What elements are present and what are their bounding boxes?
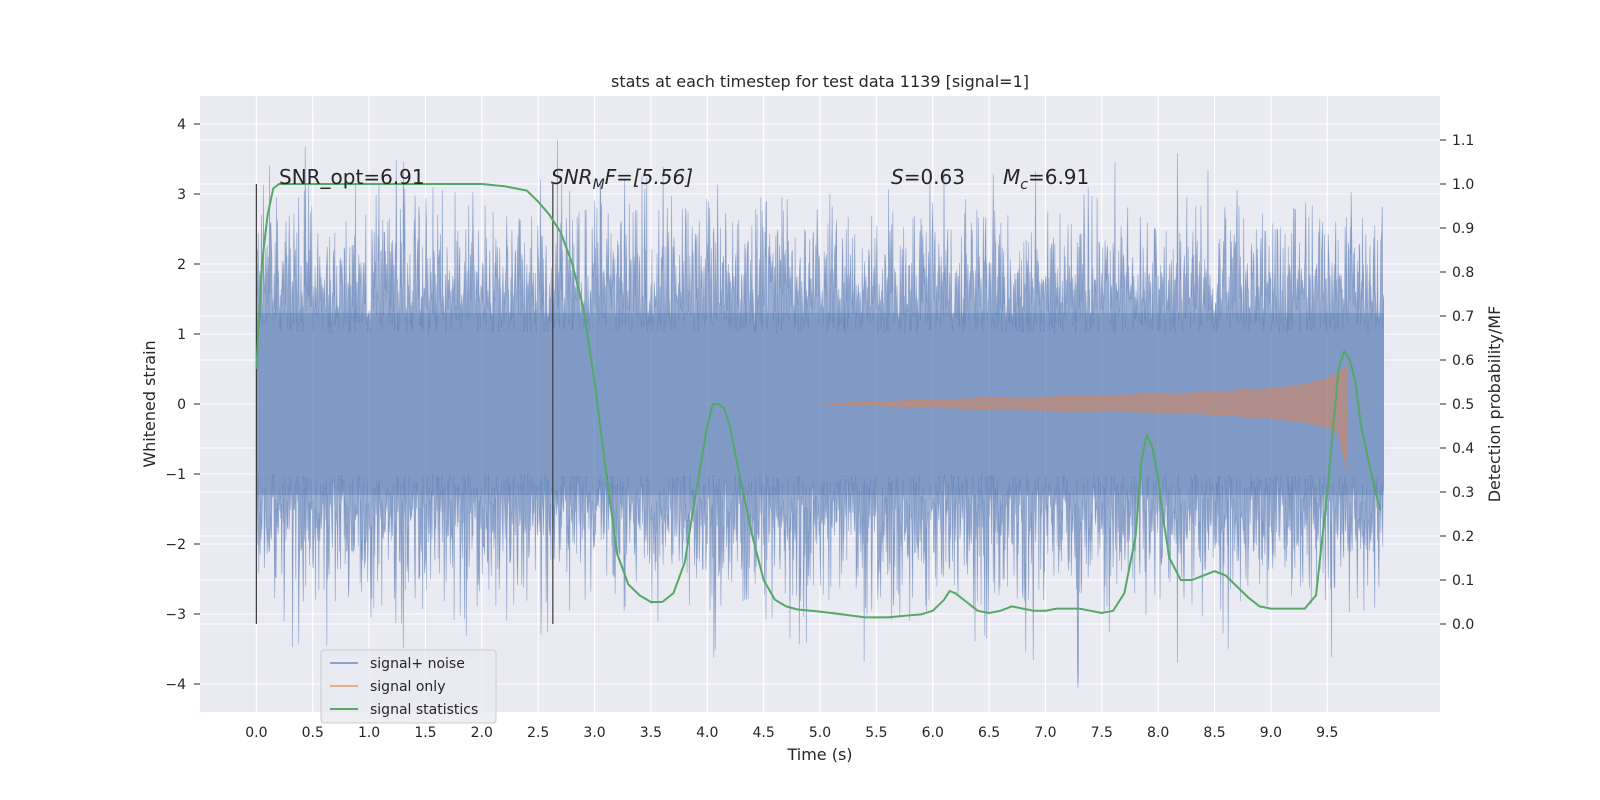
y-right-tick-label: 0.2 — [1452, 529, 1474, 545]
y-right-tick-label: 0.0 — [1452, 617, 1474, 633]
x-tick-label: 1.0 — [358, 725, 380, 741]
y-axis-ticks: −4 −3 −2 −1 0 1 2 3 4 — [165, 117, 200, 693]
annotation-snr-mf-sub: M — [593, 177, 605, 193]
y-tick-label: 4 — [177, 117, 186, 133]
x-tick-label: 5.0 — [809, 725, 831, 741]
legend-label-signal-only: signal only — [370, 679, 445, 695]
y-axis-right-ticks: 0.0 0.1 0.2 0.3 0.4 0.5 0.6 0.7 0.8 0.9 1.0 1.1 — [1440, 133, 1474, 633]
x-tick-label: 0.5 — [302, 725, 324, 741]
legend-box — [320, 649, 497, 724]
x-tick-label: 2.5 — [527, 725, 549, 741]
x-tick-label: 2.0 — [471, 725, 493, 741]
y-right-tick-label: 0.9 — [1452, 221, 1474, 237]
x-tick-label: 3.0 — [583, 725, 605, 741]
y-right-tick-label: 0.4 — [1452, 441, 1474, 457]
annotation-snr-opt: SNR_opt=6.91 — [279, 165, 425, 189]
y-tick-label: 0 — [177, 397, 186, 413]
annotation-mc-var: M — [1003, 165, 1020, 189]
x-tick-label: 8.5 — [1203, 725, 1225, 741]
signal-only-series — [819, 364, 1348, 471]
annotation-snr-mf-rest: F=[5.56] — [605, 165, 693, 189]
y-right-tick-label: 1.0 — [1452, 177, 1474, 193]
legend: signal+ noise signal only signal statist… — [320, 649, 497, 724]
annotation-s-rest: =0.63 — [904, 165, 965, 189]
y-right-tick-label: 0.1 — [1452, 573, 1474, 589]
y-tick-label: 1 — [177, 327, 186, 343]
y-tick-label: −1 — [165, 467, 186, 483]
y-tick-label: −4 — [165, 677, 186, 693]
signal-only-envelope — [819, 364, 1348, 471]
x-tick-label: 4.5 — [753, 725, 775, 741]
x-tick-label: 7.0 — [1034, 725, 1056, 741]
x-tick-label: 7.5 — [1091, 725, 1113, 741]
x-tick-label: 3.5 — [640, 725, 662, 741]
annotation-s: S=0.63 — [891, 165, 965, 189]
x-tick-label: 6.5 — [978, 725, 1000, 741]
annotation-s-var: S — [891, 165, 904, 189]
y-axis-right-label: Detection probability/MF — [1485, 306, 1504, 503]
x-axis-ticks: 0.0 0.5 1.0 1.5 2.0 2.5 3.0 3.5 4.0 4.5 5.0 5.5 6.0 6… — [245, 725, 1338, 741]
signal-noise-band — [255, 139, 1385, 688]
y-right-tick-label: 1.1 — [1452, 133, 1474, 149]
chart-title: stats at each timestep for test data 113… — [611, 72, 1029, 91]
annotation-mc: Mc=6.91 — [1003, 165, 1089, 193]
y-right-tick-label: 0.8 — [1452, 265, 1474, 281]
x-tick-label: 1.5 — [414, 725, 436, 741]
x-tick-label: 9.5 — [1316, 725, 1338, 741]
signal-statistics-line — [255, 183, 1382, 619]
x-tick-label: 5.5 — [865, 725, 887, 741]
x-axis-label: Time (s) — [786, 745, 852, 764]
x-tick-label: 6.0 — [922, 725, 944, 741]
y-tick-label: 2 — [177, 257, 186, 273]
y-right-tick-label: 0.7 — [1452, 309, 1474, 325]
marker-lines — [255, 184, 554, 624]
y-right-tick-label: 0.5 — [1452, 397, 1474, 413]
y-tick-label: −2 — [165, 537, 186, 553]
y-tick-label: 3 — [177, 187, 186, 203]
y-axis-label: Whitened strain — [140, 340, 159, 467]
x-tick-label: 8.0 — [1147, 725, 1169, 741]
legend-label-signal-noise: signal+ noise — [370, 656, 465, 672]
x-tick-label: 4.0 — [696, 725, 718, 741]
y-right-tick-label: 0.3 — [1452, 485, 1474, 501]
x-tick-label: 0.0 — [245, 725, 267, 741]
y-tick-label: −3 — [165, 607, 186, 623]
signal-statistics-series — [255, 183, 1382, 619]
x-tick-label: 9.0 — [1260, 725, 1282, 741]
legend-label-signal-statistics: signal statistics — [370, 702, 478, 718]
y-right-tick-label: 0.6 — [1452, 353, 1474, 369]
annotation-snr-mf-var: SNR — [551, 165, 593, 189]
annotation-snr-mf: SNRMF=[5.56] — [551, 165, 693, 193]
annotation-mc-rest: =6.91 — [1028, 165, 1089, 189]
annotation-mc-sub: c — [1020, 177, 1028, 193]
